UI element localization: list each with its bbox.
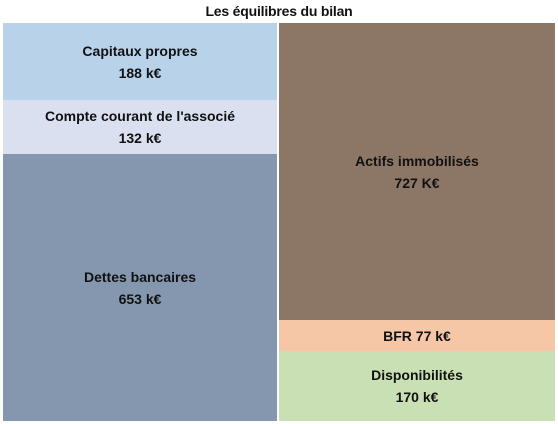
bar-segment: Disponibilités 170 k€	[279, 351, 555, 421]
bar-segment: BFR 77 k€	[279, 320, 555, 351]
segment-value: 653 k€	[118, 290, 162, 307]
bar-segment: Actifs immobilisés 727 K€	[279, 23, 555, 320]
segment-label: Actifs immobilisés	[355, 152, 479, 169]
segment-value: 727 K€	[394, 174, 440, 191]
bar-segment: Capitaux propres 188 k€	[3, 23, 277, 100]
segment-label: Dettes bancaires	[83, 268, 197, 285]
segment-label: BFR 77 k€	[383, 327, 451, 344]
segment-value: 170 k€	[395, 389, 439, 405]
segment-value: 132 k€	[118, 130, 162, 146]
chart-title: Les équilibres du bilan	[205, 3, 353, 19]
segment-value: 188 k€	[118, 64, 162, 81]
segment-label: Capitaux propres	[82, 42, 198, 59]
segment-label: Compte courant de l'associé	[44, 108, 236, 124]
bar-segment: Dettes bancaires 653 k€	[3, 154, 277, 421]
bar-segment: Compte courant de l'associé 132 k€	[3, 100, 277, 154]
segment-label: Disponibilités	[371, 367, 463, 383]
